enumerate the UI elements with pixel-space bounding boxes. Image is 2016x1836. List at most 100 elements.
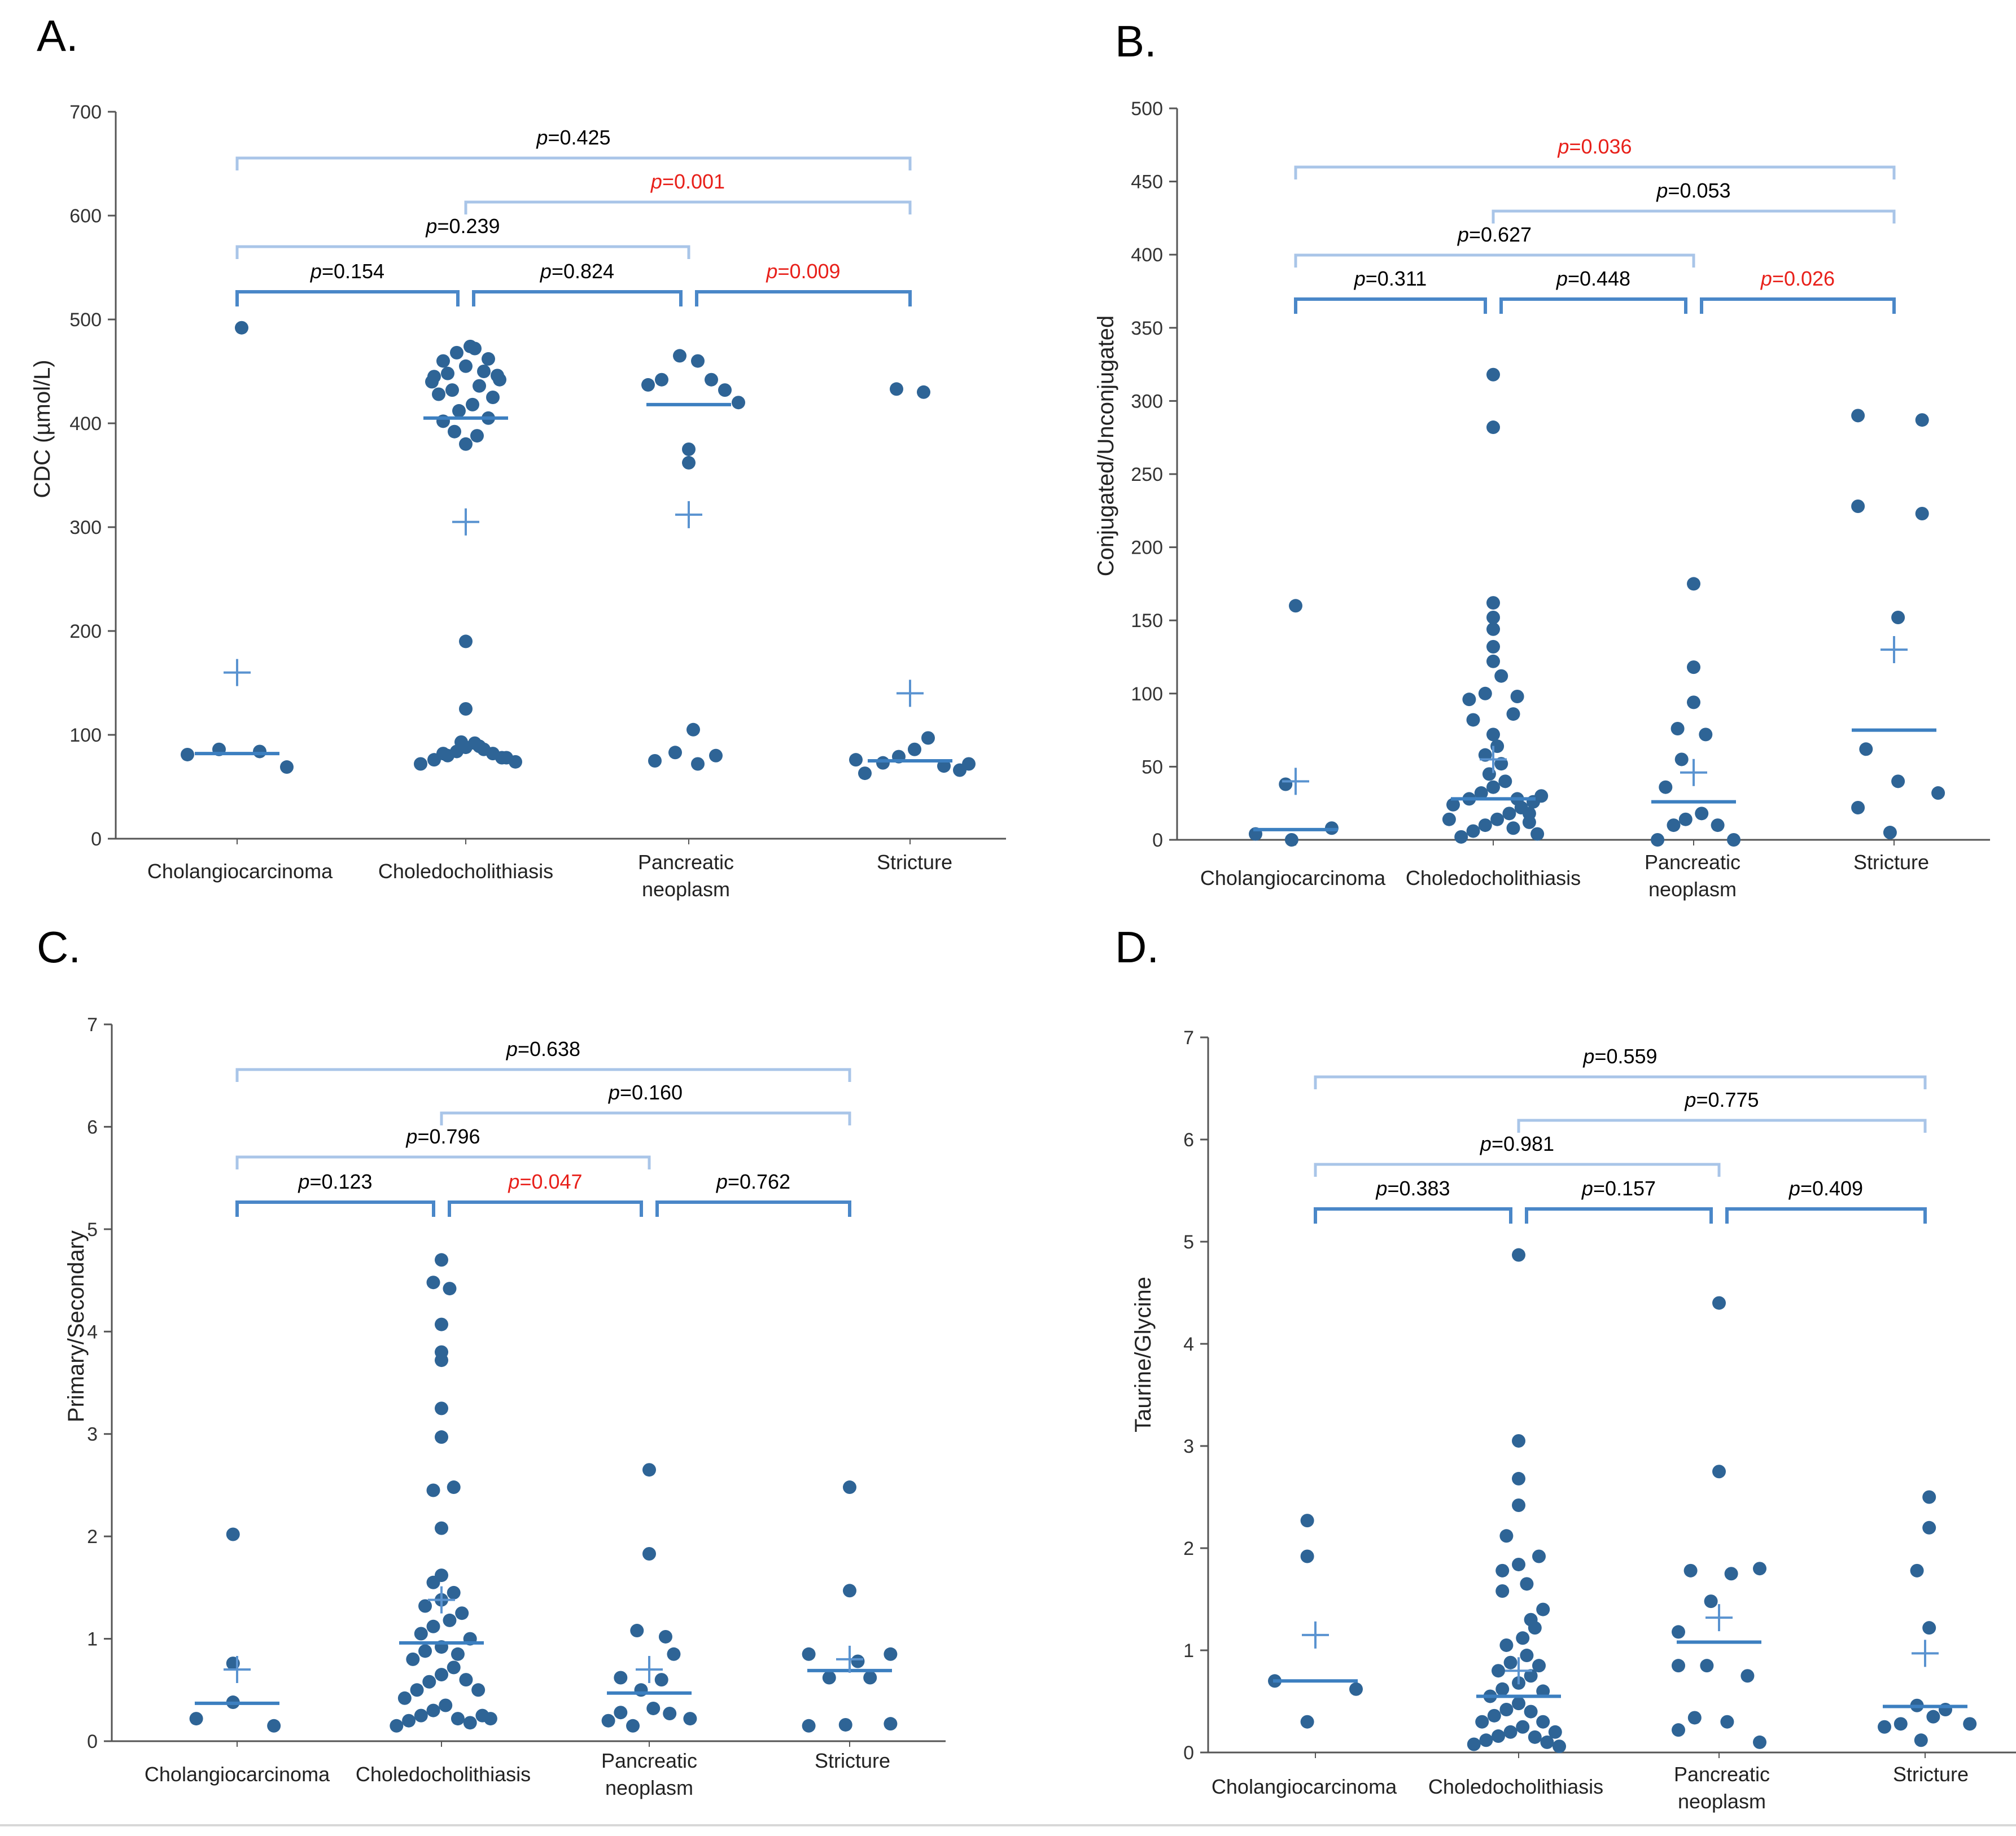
data-point (1522, 815, 1536, 829)
data-point (1687, 660, 1700, 674)
data-point (1878, 1720, 1891, 1734)
p-value-label: p=0.239 (425, 214, 500, 238)
data-point (1495, 1584, 1510, 1598)
category-label: Stricture (815, 1749, 890, 1772)
data-point (459, 359, 473, 373)
data-point (473, 739, 486, 753)
data-point (1893, 1717, 1908, 1731)
data-point (843, 1480, 856, 1495)
p-value-label: p=0.409 (1788, 1177, 1863, 1200)
data-point (858, 766, 872, 781)
data-point (1495, 1563, 1510, 1578)
mean-marker (1881, 636, 1908, 664)
y-tick-label: 7 (87, 1014, 98, 1036)
data-point (441, 366, 454, 380)
data-point (1891, 774, 1905, 788)
data-point (1922, 1520, 1936, 1535)
p-value-label: p=0.123 (298, 1170, 372, 1193)
category-label: Cholangiocarcinoma (1212, 1775, 1397, 1798)
y-tick-label: 6 (1183, 1129, 1194, 1151)
data-point (1486, 596, 1500, 610)
data-point (641, 378, 655, 392)
data-point (406, 1652, 420, 1666)
data-point (414, 757, 427, 771)
data-point (427, 370, 441, 384)
mean-marker (836, 1645, 863, 1673)
data-point (683, 1712, 697, 1726)
data-point (642, 1463, 656, 1477)
y-tick-label: 2 (1183, 1538, 1194, 1559)
significance-bracket (235, 1200, 435, 1217)
data-point (642, 1546, 656, 1561)
y-tick-label: 500 (1131, 98, 1163, 120)
y-tick-label: 4 (1183, 1334, 1194, 1355)
p-value-label: p=0.981 (1480, 1132, 1554, 1155)
data-point (477, 365, 491, 378)
data-point (450, 345, 463, 360)
significance-bracket (1525, 1207, 1713, 1224)
y-tick-label: 4 (87, 1321, 98, 1343)
data-point (189, 1712, 203, 1726)
mean-marker (675, 501, 702, 528)
significance-bracket (235, 156, 912, 170)
data-point (1536, 1602, 1550, 1616)
y-tick-label: 450 (1131, 172, 1163, 193)
data-point (452, 404, 466, 418)
data-point (655, 373, 668, 387)
data-point (1712, 1465, 1726, 1479)
data-point (1486, 420, 1500, 435)
data-point (937, 759, 951, 773)
y-tick-label: 3 (87, 1424, 98, 1445)
data-point (1851, 499, 1865, 514)
data-point (1466, 713, 1480, 727)
p-value-label: p=0.001 (650, 170, 725, 193)
data-point (1512, 1248, 1525, 1262)
data-point (1478, 686, 1492, 700)
data-point (435, 1430, 448, 1444)
data-point (1495, 1682, 1510, 1696)
data-point (491, 369, 504, 383)
category-label: Pancreatic neoplasm (601, 1749, 697, 1799)
data-point (1486, 367, 1500, 382)
p-value-label: p=0.154 (310, 260, 384, 283)
data-point (447, 1660, 461, 1675)
data-point (1490, 812, 1505, 826)
significance-bracket (1517, 1119, 1927, 1133)
y-tick-label: 0 (91, 829, 102, 850)
y-tick-label: 350 (1131, 318, 1163, 339)
data-point (445, 383, 459, 397)
data-point (1851, 800, 1865, 814)
data-point (1683, 1563, 1698, 1578)
data-point (432, 387, 445, 401)
data-point (1674, 752, 1689, 766)
data-point (1300, 1715, 1314, 1729)
data-point (463, 339, 477, 353)
data-point (414, 1627, 428, 1641)
data-point (1524, 1704, 1538, 1719)
panel-label: B. (1115, 16, 1157, 66)
y-tick-label: 1 (1183, 1640, 1194, 1662)
y-tick-label: 0 (1152, 830, 1163, 851)
data-point (1883, 826, 1897, 840)
data-point (426, 1703, 440, 1717)
data-point (863, 1671, 877, 1685)
data-point (1512, 1498, 1525, 1512)
data-point (435, 1521, 448, 1535)
data-point (226, 1527, 240, 1541)
mean-marker (1302, 1621, 1329, 1649)
p-value-label: p=0.627 (1457, 223, 1532, 246)
data-point (1300, 1549, 1314, 1563)
data-point (435, 1401, 448, 1416)
p-value-label: p=0.425 (536, 126, 610, 149)
category-label: Choledocholithiasis (378, 860, 553, 883)
p-value-label: p=0.026 (1760, 267, 1835, 290)
data-point (1670, 722, 1685, 736)
data-point (486, 391, 500, 404)
data-point (663, 1707, 677, 1721)
data-point (414, 1708, 428, 1723)
data-point (436, 747, 450, 761)
significance-bracket (235, 1068, 851, 1082)
data-point (1487, 1708, 1501, 1723)
data-point (1704, 1594, 1718, 1609)
data-point (1499, 1529, 1514, 1543)
